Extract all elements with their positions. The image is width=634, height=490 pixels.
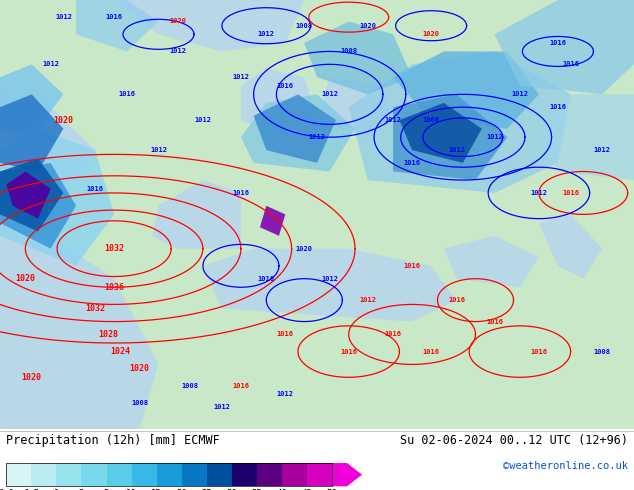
Polygon shape xyxy=(393,51,539,129)
Text: 35: 35 xyxy=(252,489,262,490)
Bar xyxy=(56,463,82,486)
Text: 1032: 1032 xyxy=(85,304,105,313)
Text: 1020: 1020 xyxy=(359,23,376,29)
Text: 1012: 1012 xyxy=(531,190,547,196)
Text: 0.5: 0.5 xyxy=(23,489,39,490)
Polygon shape xyxy=(349,51,571,193)
Text: 1008: 1008 xyxy=(131,400,148,406)
Text: 1008: 1008 xyxy=(182,383,198,389)
Text: 1012: 1012 xyxy=(195,117,211,123)
Polygon shape xyxy=(114,0,304,51)
Bar xyxy=(282,463,307,486)
Text: 20: 20 xyxy=(176,489,187,490)
Text: Precipitation (12h) [mm] ECMWF: Precipitation (12h) [mm] ECMWF xyxy=(6,434,220,447)
Text: 1016: 1016 xyxy=(550,40,566,46)
Text: 1016: 1016 xyxy=(106,14,122,20)
Text: 1024: 1024 xyxy=(110,347,131,356)
Text: 1012: 1012 xyxy=(385,117,401,123)
Bar xyxy=(32,463,56,486)
Text: 1012: 1012 xyxy=(359,297,376,303)
Text: 1008: 1008 xyxy=(594,348,611,355)
Text: 1020: 1020 xyxy=(53,116,74,124)
Text: 1008: 1008 xyxy=(296,23,313,29)
Polygon shape xyxy=(76,0,158,51)
Text: 1012: 1012 xyxy=(42,61,59,67)
Text: 1016: 1016 xyxy=(233,383,249,389)
Text: 1016: 1016 xyxy=(340,348,357,355)
Polygon shape xyxy=(539,215,602,279)
Text: 1012: 1012 xyxy=(321,276,338,282)
Text: 1016: 1016 xyxy=(277,83,294,89)
Polygon shape xyxy=(0,163,76,249)
Text: 25: 25 xyxy=(202,489,212,490)
Bar xyxy=(307,463,332,486)
Polygon shape xyxy=(444,236,539,287)
Text: 1016: 1016 xyxy=(404,263,420,269)
Text: 50: 50 xyxy=(327,489,337,490)
Bar xyxy=(232,463,257,486)
Text: ©weatheronline.co.uk: ©weatheronline.co.uk xyxy=(503,461,628,470)
Polygon shape xyxy=(241,94,355,172)
Text: 1016: 1016 xyxy=(119,91,135,98)
Text: 1012: 1012 xyxy=(486,134,503,140)
Text: 10: 10 xyxy=(126,489,137,490)
Polygon shape xyxy=(0,94,63,172)
Bar xyxy=(132,463,157,486)
Text: 40: 40 xyxy=(276,489,287,490)
Text: 1020: 1020 xyxy=(423,31,439,37)
Text: 1020: 1020 xyxy=(169,19,186,25)
Polygon shape xyxy=(399,103,482,163)
Text: 1008: 1008 xyxy=(423,117,439,123)
Bar xyxy=(182,463,207,486)
Text: 0.1: 0.1 xyxy=(0,489,15,490)
Polygon shape xyxy=(203,249,456,321)
Polygon shape xyxy=(241,69,317,137)
Text: 1016: 1016 xyxy=(531,348,547,355)
Text: 1012: 1012 xyxy=(512,91,528,98)
Polygon shape xyxy=(317,77,393,137)
Text: 1012: 1012 xyxy=(258,31,275,37)
Text: 1012: 1012 xyxy=(309,134,325,140)
Text: 1020: 1020 xyxy=(129,364,150,373)
Text: 1016: 1016 xyxy=(233,190,249,196)
Text: 1020: 1020 xyxy=(296,245,313,252)
Text: 1012: 1012 xyxy=(594,147,611,153)
Polygon shape xyxy=(254,94,336,163)
Polygon shape xyxy=(0,94,95,193)
Text: 1016: 1016 xyxy=(486,318,503,324)
Polygon shape xyxy=(539,94,634,180)
Text: 1032: 1032 xyxy=(104,244,124,253)
Text: 2: 2 xyxy=(79,489,84,490)
Polygon shape xyxy=(260,206,285,236)
Polygon shape xyxy=(0,215,158,429)
Polygon shape xyxy=(0,129,114,266)
Text: 1016: 1016 xyxy=(385,331,401,338)
Polygon shape xyxy=(152,180,241,249)
Bar xyxy=(207,463,232,486)
Text: 1: 1 xyxy=(54,489,59,490)
Text: 1016: 1016 xyxy=(277,331,294,338)
Text: 1020: 1020 xyxy=(22,373,42,382)
FancyArrow shape xyxy=(332,463,362,486)
Text: 1020: 1020 xyxy=(15,274,36,283)
Text: 1012: 1012 xyxy=(150,147,167,153)
Bar xyxy=(107,463,132,486)
Text: 1016: 1016 xyxy=(87,186,103,192)
Text: 1012: 1012 xyxy=(448,147,465,153)
Text: 1012: 1012 xyxy=(277,392,294,397)
Text: 1012: 1012 xyxy=(233,74,249,80)
Text: 1016: 1016 xyxy=(562,61,579,67)
Polygon shape xyxy=(393,94,507,180)
Bar xyxy=(257,463,282,486)
Text: 5: 5 xyxy=(104,489,109,490)
Text: 45: 45 xyxy=(302,489,313,490)
Text: 1008: 1008 xyxy=(340,49,357,54)
Text: 15: 15 xyxy=(152,489,162,490)
Bar xyxy=(6,463,32,486)
Bar xyxy=(82,463,107,486)
Bar xyxy=(6,463,332,486)
Text: 1028: 1028 xyxy=(98,330,118,339)
Text: 1036: 1036 xyxy=(104,283,124,292)
Polygon shape xyxy=(6,172,51,219)
